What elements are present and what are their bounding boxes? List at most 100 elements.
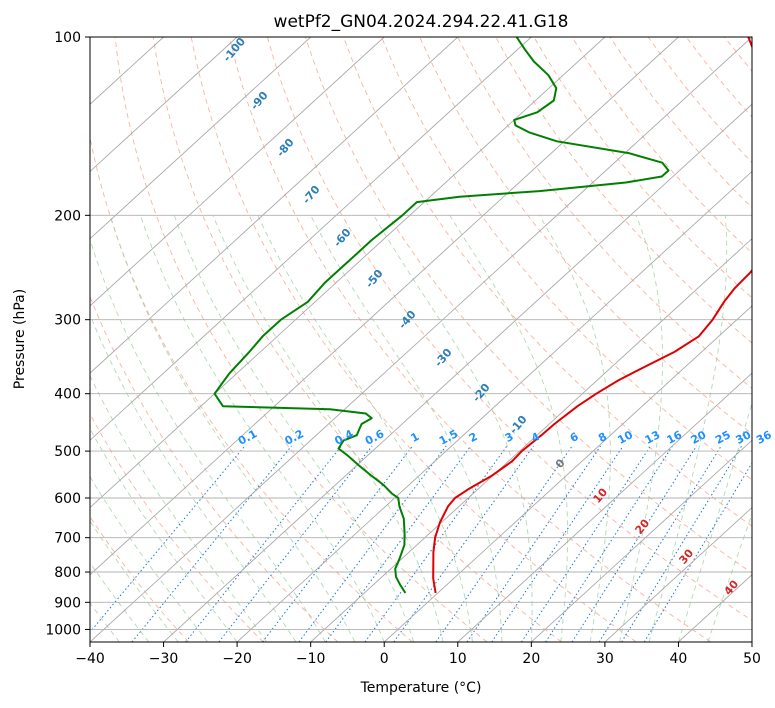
- mixing-ratio-line: [393, 445, 534, 642]
- mixing-ratio-label: 36: [754, 428, 774, 447]
- isotherm-line: [90, 37, 606, 509]
- y-tick-label: 700: [54, 531, 81, 547]
- moist-adiabat-line: [90, 374, 267, 642]
- isotherm-line: [457, 372, 752, 642]
- dry-adiabat-line: [90, 295, 339, 642]
- dry-adiabat-line: [304, 37, 752, 574]
- mixing-ratio-label: 16: [665, 428, 685, 447]
- dry-adiabat-line: [457, 37, 752, 389]
- x-tick-label: 50: [743, 651, 761, 667]
- chart-title: wetPf2_GN04.2024.294.22.41.G18: [274, 12, 569, 32]
- moist-adiabat-line: [90, 520, 179, 642]
- dry-adiabat-line: [114, 37, 488, 642]
- isotherm-line: [90, 37, 459, 374]
- y-tick-label: 300: [54, 313, 81, 329]
- moist-adiabat-line: [538, 215, 611, 642]
- mixing-ratio-line: [364, 445, 508, 642]
- moist-adiabat-line: [90, 475, 209, 642]
- x-tick-label: −10: [296, 651, 326, 667]
- moist-adiabat-line: [139, 215, 385, 642]
- mixing-ratio-line: [545, 445, 673, 642]
- y-tick-label: 500: [54, 444, 81, 460]
- isotherm-line: [163, 103, 752, 642]
- moist-adiabat-line: [677, 401, 752, 642]
- moist-adiabat-line: [90, 561, 150, 642]
- dry-adiabat-line: [90, 515, 190, 642]
- sounding-line: [432, 37, 752, 594]
- mixing-ratio-line: [90, 445, 246, 633]
- isotherm-line: [310, 238, 752, 642]
- moist-adiabat-line: [90, 237, 326, 642]
- moist-adiabat-line: [212, 215, 444, 642]
- y-tick-label: 400: [54, 387, 81, 403]
- mixing-ratio-label: 25: [713, 428, 733, 447]
- x-tick-label: −30: [149, 651, 179, 667]
- isotherm-line: [236, 170, 752, 642]
- y-axis-label: Pressure (hPa): [12, 289, 28, 389]
- x-tick-label: −20: [222, 651, 252, 667]
- moist-adiabat-line: [310, 215, 503, 642]
- sounding-profiles: [213, 37, 752, 594]
- y-tick-label: 800: [54, 565, 81, 581]
- mixing-ratio-line: [598, 445, 722, 642]
- y-tick-label: 1000: [45, 622, 81, 638]
- moist-adiabat-line: [90, 313, 297, 642]
- x-axis-label: Temperature (°C): [360, 680, 482, 696]
- y-tick-label: 200: [54, 208, 81, 224]
- isotherm-line: [90, 37, 385, 307]
- x-tick-label: −40: [75, 651, 105, 667]
- mixing-ratio-line: [325, 445, 472, 642]
- mixing-ratio-line: [185, 445, 342, 642]
- moist-adiabat-line: [707, 513, 752, 642]
- dry-adiabat-line: [495, 37, 752, 344]
- dry-adiabat-line: [228, 37, 712, 642]
- reference-lines: [90, 37, 775, 642]
- x-tick-label: 10: [449, 651, 467, 667]
- mixing-ratio-label: 13: [643, 428, 663, 447]
- isotherm-line: [90, 37, 238, 173]
- sounding-line: [213, 37, 670, 594]
- isotherm-line: [90, 37, 312, 240]
- x-tick-label: 40: [670, 651, 688, 667]
- isotherm-line: [90, 37, 679, 576]
- isobar-grid: [90, 37, 752, 642]
- isotherm-line: [90, 37, 752, 642]
- mixing-ratio-label: 30: [734, 428, 754, 447]
- dry-adiabat-line: [90, 413, 264, 642]
- y-axis-ticks: 100 200 300 400 500 600 700 800 900 1000: [45, 30, 90, 638]
- x-tick-label: 20: [522, 651, 540, 667]
- dry-adiabat-line: [190, 37, 637, 642]
- dry-adiabat-line: [266, 37, 752, 622]
- x-axis-ticks: −40 −30 −20 −10 0 10 20 30 40 50: [75, 642, 761, 667]
- isotherm-line: [90, 37, 532, 441]
- mixing-ratio-line: [298, 445, 447, 642]
- y-tick-label: 600: [54, 491, 81, 507]
- mixing-ratio-line: [218, 445, 373, 642]
- isotherm-line: [604, 506, 752, 642]
- dry-adiabat-line: [762, 37, 775, 642]
- moist-adiabat-line: [173, 215, 415, 642]
- moist-adiabat-line: [619, 215, 663, 642]
- mixing-ratio-line: [571, 445, 698, 642]
- mixing-ratio-label: 10: [615, 428, 635, 447]
- moist-adiabat-line: [109, 215, 356, 642]
- mixing-ratio-line: [491, 445, 624, 642]
- moist-adiabat-line: [373, 215, 533, 642]
- moist-adiabat-line: [90, 602, 120, 642]
- y-tick-label: 900: [54, 595, 81, 611]
- mixing-ratio-line: [521, 445, 651, 642]
- x-tick-label: 30: [596, 651, 614, 667]
- isotherm-line: [530, 439, 752, 642]
- moist-adiabat-line: [90, 427, 238, 642]
- plot-frame: [89, 36, 753, 643]
- isotherm-line: [751, 641, 752, 642]
- mixing-ratio-line: [262, 445, 413, 642]
- x-tick-label: 0: [380, 651, 389, 667]
- mixing-ratio-label: 20: [689, 428, 709, 447]
- isotherm-line: [383, 305, 752, 642]
- dry-adiabat-line: [343, 37, 752, 527]
- moist-adiabat-line: [257, 215, 473, 642]
- moist-adiabat-line: [449, 215, 569, 642]
- moist-adiabat-line: [648, 215, 728, 642]
